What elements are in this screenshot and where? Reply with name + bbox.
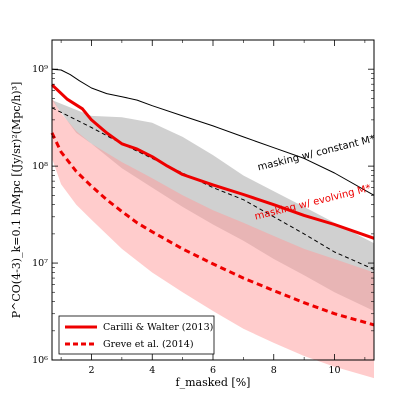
red-band bbox=[52, 98, 374, 379]
y-tick-label: 10⁸ bbox=[32, 161, 48, 172]
x-tick-label: 2 bbox=[88, 365, 94, 376]
x-axis-ticks: 2 4 6 8 10 bbox=[60, 40, 366, 376]
x-axis-label: f_masked [%] bbox=[176, 376, 251, 389]
y-axis-label: P^CO(4-3)_k=0.1 h/Mpc [(Jy/sr)²(Mpc/h)³] bbox=[10, 82, 23, 319]
y-tick-label: 10⁹ bbox=[32, 64, 48, 75]
y-axis-ticks: 10⁶ 10⁷ 10⁸ 10⁹ bbox=[32, 64, 374, 366]
series-lines bbox=[50, 68, 375, 327]
constant-mstar-line bbox=[51, 68, 375, 196]
greve-line bbox=[50, 132, 375, 327]
x-tick-label: 10 bbox=[328, 365, 340, 376]
x-tick-label: 4 bbox=[149, 365, 155, 376]
uncertainty-bands bbox=[52, 98, 374, 379]
carilli-line bbox=[50, 83, 375, 240]
legend-label-greve: Greve et al. (2014) bbox=[103, 339, 194, 350]
x-tick-label: 6 bbox=[210, 365, 216, 376]
annotation-constant: masking w/ constant M* bbox=[257, 134, 377, 174]
y-tick-label: 10⁶ bbox=[32, 355, 48, 366]
x-tick-label: 8 bbox=[271, 365, 277, 376]
legend-box bbox=[58, 315, 215, 355]
legend: Carilli & Walter (2013) Greve et al. (20… bbox=[58, 315, 215, 355]
y-tick-label: 10⁷ bbox=[32, 258, 48, 269]
legend-label-carilli: Carilli & Walter (2013) bbox=[103, 322, 213, 333]
